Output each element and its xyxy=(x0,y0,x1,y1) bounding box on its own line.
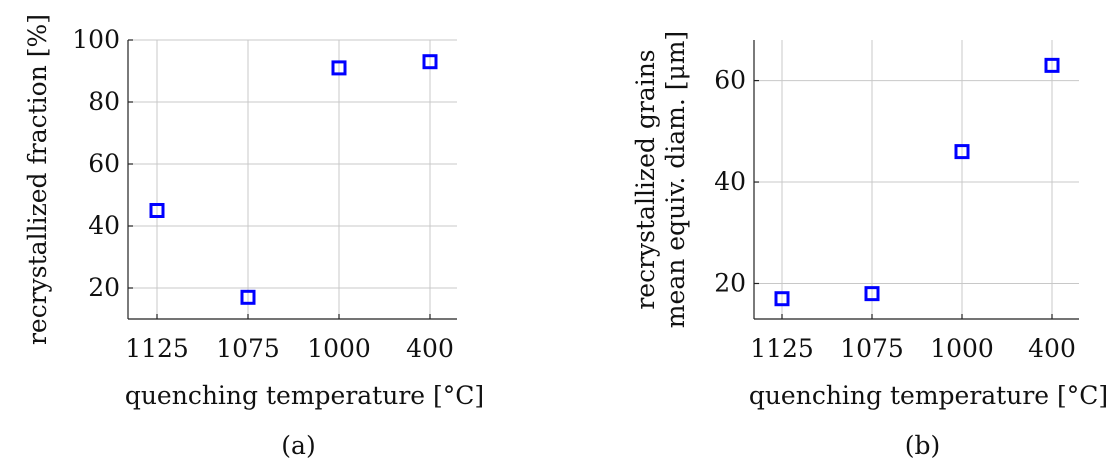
data-point-1075 xyxy=(864,286,880,302)
panel-label: (b) xyxy=(905,431,941,460)
x-axis-label: quenching temperature [°C] xyxy=(749,381,1107,410)
y-axis-label: mean equiv. diam. [μm] xyxy=(661,31,690,328)
x-tick-label: 400 xyxy=(406,334,454,363)
panel-label: (a) xyxy=(281,431,315,460)
data-point-1075 xyxy=(240,289,256,305)
chart-b: 20 40 60 1125 1075 1000 400 recrystallized grai… xyxy=(631,31,1107,460)
data-point-1125 xyxy=(774,291,790,307)
y-tick-label: 100 xyxy=(72,25,120,54)
data-point-400 xyxy=(1044,57,1060,73)
x-tick-label: 1075 xyxy=(840,334,904,363)
data-point-1000 xyxy=(954,144,970,160)
y-axis-label: recrystallized fraction [%] xyxy=(23,14,52,345)
x-tick-label: 1000 xyxy=(307,334,371,363)
x-tick-label: 1125 xyxy=(750,334,814,363)
data-point-400 xyxy=(422,54,438,70)
data-point-1000 xyxy=(331,60,347,76)
x-tick-label: 1075 xyxy=(216,334,280,363)
y-axis-label: recrystallized grains xyxy=(631,49,660,309)
chart-a: 20 40 60 80 100 1125 1075 1000 400 recrystallized… xyxy=(23,14,484,460)
y-tick-label: 40 xyxy=(88,211,120,240)
x-tick-label: 400 xyxy=(1028,334,1076,363)
y-tick-label: 60 xyxy=(714,66,746,95)
data-point-1125 xyxy=(149,203,165,218)
x-tick-label: 1000 xyxy=(930,334,994,363)
y-tick-label: 40 xyxy=(714,167,746,196)
x-tick-label: 1125 xyxy=(125,334,189,363)
y-tick-label: 20 xyxy=(88,273,120,302)
y-tick-label: 20 xyxy=(714,268,746,297)
y-tick-label: 80 xyxy=(88,87,120,116)
x-axis-label: quenching temperature [°C] xyxy=(125,381,484,410)
y-tick-label: 60 xyxy=(88,149,120,178)
